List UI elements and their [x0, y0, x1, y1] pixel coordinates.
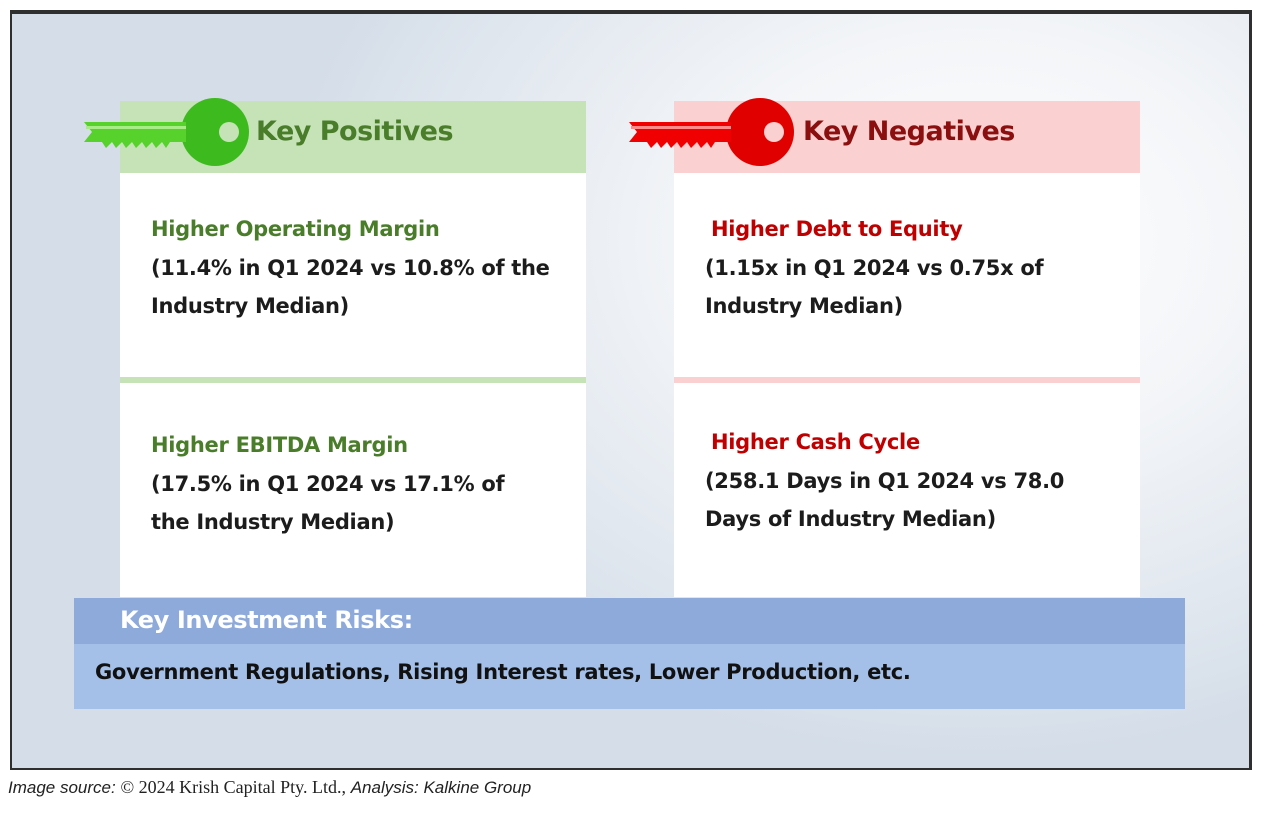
negative-item-title: Higher Cash Cycle — [711, 430, 920, 454]
risks-body — [74, 644, 1185, 709]
positive-item-title: Higher EBITDA Margin — [151, 433, 408, 457]
positive-item-body: (11.4% in Q1 2024 vs 10.8% of the Indust… — [151, 249, 550, 325]
positive-item-body: (17.5% in Q1 2024 vs 17.1% of the Indust… — [151, 465, 505, 541]
image-caption: Image source: © 2024 Krish Capital Pty. … — [8, 777, 531, 798]
green-key-icon — [84, 98, 249, 166]
positives-divider — [120, 377, 586, 383]
negative-item-line: Industry Median) — [705, 294, 903, 318]
risks-text: Government Regulations, Rising Interest … — [95, 660, 911, 684]
negative-item-line: Days of Industry Median) — [705, 507, 996, 531]
caption-source: © 2024 Krish Capital Pty. Ltd., — [120, 777, 346, 797]
risks-title: Key Investment Risks: — [120, 606, 413, 634]
risks-header — [74, 598, 1185, 644]
positives-title: Key Positives — [256, 116, 454, 147]
red-key-icon — [629, 98, 794, 166]
negative-item-body: (258.1 Days in Q1 2024 vs 78.0 Days of I… — [705, 462, 1064, 538]
positive-item-title: Higher Operating Margin — [151, 217, 440, 241]
positive-item-line: (11.4% in Q1 2024 vs 10.8% of the — [151, 256, 550, 280]
negatives-title: Key Negatives — [803, 116, 1015, 147]
negatives-card — [674, 172, 1140, 597]
negative-item-line: (258.1 Days in Q1 2024 vs 78.0 — [705, 469, 1065, 493]
negative-item-line: (1.15x in Q1 2024 vs 0.75x of — [705, 256, 1044, 280]
positive-item-line: the Industry Median) — [151, 510, 395, 534]
positives-card — [120, 172, 586, 597]
negative-item-body: (1.15x in Q1 2024 vs 0.75x of Industry M… — [705, 249, 1044, 325]
positive-item-line: Industry Median) — [151, 294, 349, 318]
caption-label: Image source: — [8, 778, 116, 797]
caption-analysis: Analysis: Kalkine Group — [350, 778, 532, 797]
negatives-divider — [674, 377, 1140, 383]
negative-item-title: Higher Debt to Equity — [711, 217, 963, 241]
positive-item-line: (17.5% in Q1 2024 vs 17.1% of — [151, 472, 505, 496]
